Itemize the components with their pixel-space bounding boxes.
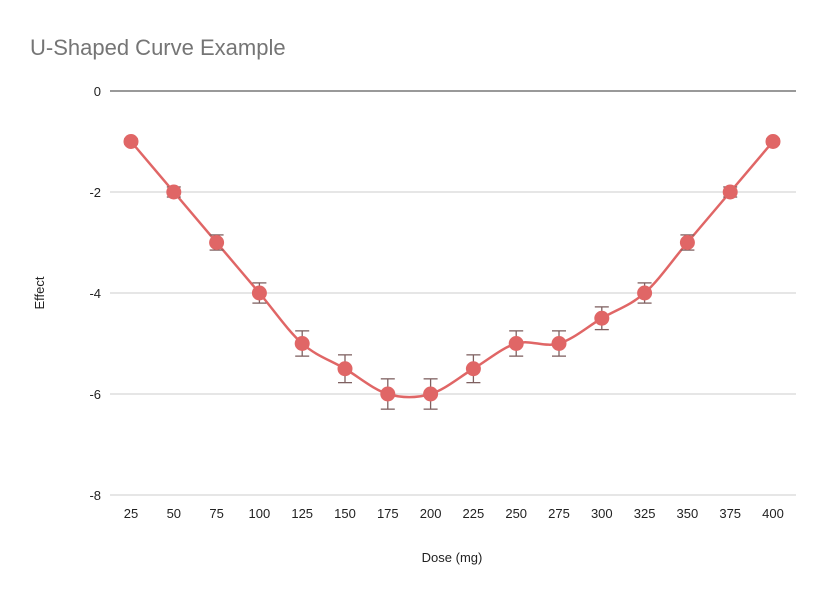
x-tick-label: 350 (677, 506, 699, 521)
data-point (123, 134, 139, 149)
x-tick-label: 175 (377, 506, 399, 521)
x-tick-label: 275 (548, 506, 570, 521)
x-axis-label: Dose (mg) (422, 550, 483, 565)
y-tick-label: 0 (94, 84, 101, 99)
x-tick-label: 25 (124, 506, 138, 521)
data-point (508, 336, 524, 351)
x-tick-label: 125 (291, 506, 313, 521)
x-tick-label: 100 (249, 506, 271, 521)
x-tick-label: 200 (420, 506, 442, 521)
x-tick-label: 325 (634, 506, 656, 521)
data-point (380, 386, 396, 402)
data-point (679, 235, 695, 250)
chart-title: U-Shaped Curve Example (30, 35, 286, 60)
data-point (209, 235, 225, 250)
x-tick-label: 225 (463, 506, 485, 521)
data-point (551, 336, 567, 351)
x-tick-label: 250 (505, 506, 527, 521)
y-axis-label: Effect (32, 276, 47, 309)
data-point (423, 386, 439, 402)
data-point (594, 310, 610, 326)
y-tick-label: -4 (89, 286, 101, 301)
x-tick-label: 375 (719, 506, 741, 521)
data-point (637, 285, 653, 301)
x-tick-label: 300 (591, 506, 613, 521)
x-tick-label: 75 (209, 506, 223, 521)
data-point (765, 134, 781, 149)
data-point (166, 184, 182, 200)
x-tick-label: 400 (762, 506, 784, 521)
data-point (294, 336, 310, 351)
series-line (130, 140, 774, 399)
x-tick-label: 50 (167, 506, 181, 521)
y-tick-label: -8 (89, 488, 101, 503)
data-point (337, 361, 353, 377)
x-tick-label: 150 (334, 506, 356, 521)
y-tick-label: -2 (89, 185, 101, 200)
data-point (251, 285, 267, 301)
data-point (722, 184, 738, 200)
data-point (465, 361, 481, 377)
y-tick-label: -6 (89, 387, 101, 402)
